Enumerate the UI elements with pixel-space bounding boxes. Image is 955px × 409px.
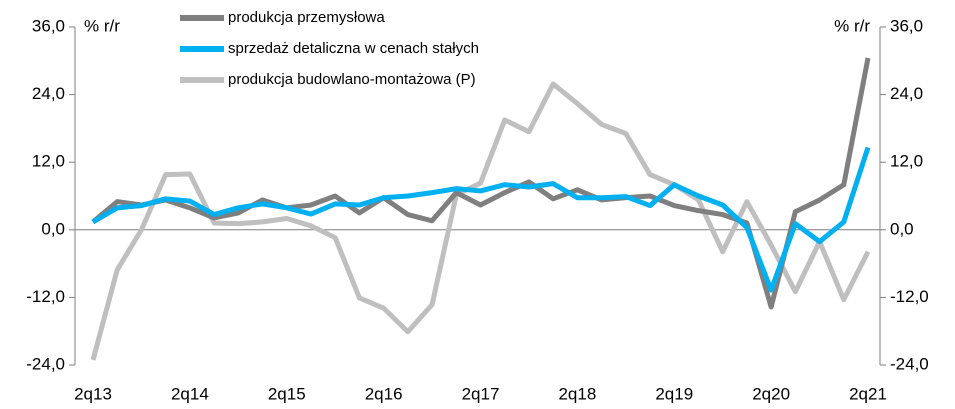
y-tick-label: -24,0: [26, 354, 65, 373]
y2-tick-label: 0,0: [890, 219, 914, 238]
y-tick-label: 12,0: [32, 152, 65, 171]
x-tick-label: 2q13: [74, 384, 112, 403]
y2-tick-label: 36,0: [890, 16, 923, 35]
y-tick-label: 36,0: [32, 16, 65, 35]
legend-label: sprzedaż detaliczna w cenach stałych: [228, 40, 479, 57]
y-tick-label: 24,0: [32, 84, 65, 103]
y-tick-label: -12,0: [26, 287, 65, 306]
y2-tick-label: 12,0: [890, 152, 923, 171]
legend-label: produkcja przemysłowa: [228, 9, 385, 26]
y-axis-label: % r/r: [84, 16, 120, 35]
series-line: [90, 81, 871, 361]
y2-tick-label: -12,0: [890, 287, 929, 306]
x-tick-label: 2q15: [268, 384, 306, 403]
x-tick-label: 2q19: [655, 384, 693, 403]
x-tick-label: 2q17: [462, 384, 500, 403]
y2-tick-label: -24,0: [890, 354, 929, 373]
x-tick-label: 2q20: [752, 384, 790, 403]
x-tick-label: 2q18: [558, 384, 596, 403]
y-tick-label: 0,0: [41, 219, 65, 238]
y2-axis-label: % r/r: [834, 16, 870, 35]
legend-label: produkcja budowlano-montażowa (P): [228, 71, 476, 88]
x-tick-label: 2q21: [849, 384, 887, 403]
x-tick-label: 2q16: [365, 384, 403, 403]
y2-tick-label: 24,0: [890, 84, 923, 103]
series-line: [91, 146, 871, 293]
x-tick-label: 2q14: [171, 384, 209, 403]
